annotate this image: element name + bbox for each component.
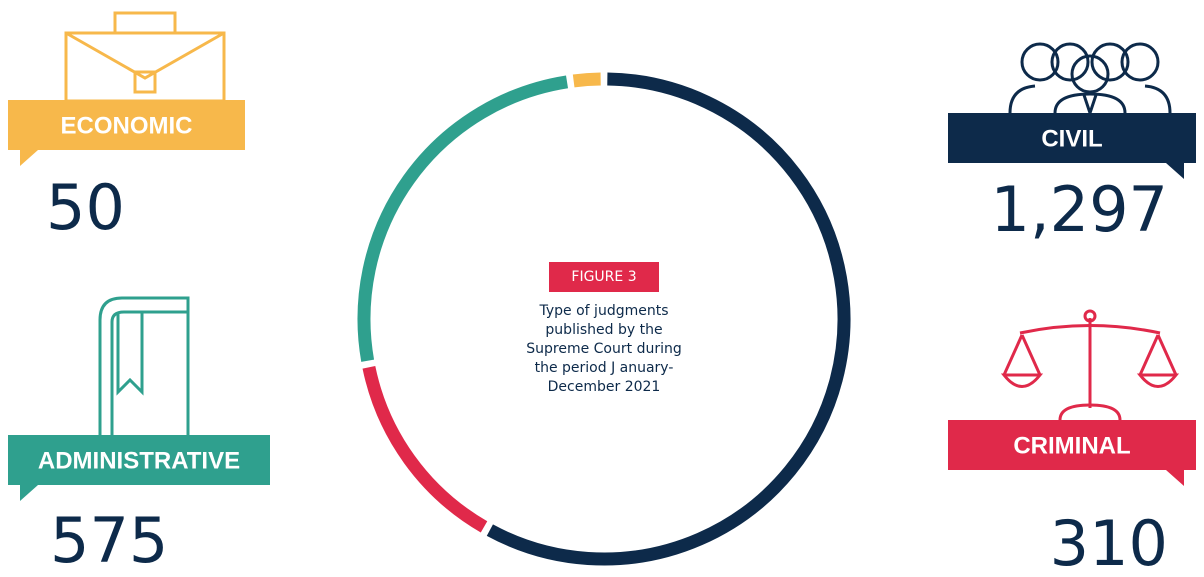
category-banner (8, 100, 245, 150)
figure-label: FIGURE 3 (549, 262, 659, 292)
scales-icon (1000, 309, 1180, 421)
category-value: 50 (46, 171, 125, 244)
donut-segment (572, 72, 601, 88)
banner-tail (1166, 470, 1184, 486)
donut-segment (486, 72, 851, 566)
banner-tail (20, 485, 38, 501)
category-label: CIVIL (1041, 125, 1102, 152)
category-label: ECONOMIC (61, 112, 193, 139)
banner-tail (1166, 163, 1184, 179)
category-banner (948, 420, 1196, 470)
banner-tail (20, 150, 38, 166)
donut-segment (362, 365, 488, 533)
category-value: 310 (1050, 507, 1168, 577)
center-text: FIGURE 3 Type of judgments published by … (474, 262, 734, 397)
donut-segment (357, 75, 569, 362)
book-icon (98, 296, 190, 436)
subtitle: Type of judgments published by the Supre… (526, 303, 682, 395)
category-value: 1,297 (991, 173, 1169, 246)
category-banner (948, 113, 1196, 163)
category-label: CRIMINAL (1013, 432, 1130, 459)
briefcase-icon (64, 11, 226, 103)
category-value: 575 (50, 504, 168, 577)
category-banner (8, 435, 270, 485)
people-icon (1008, 42, 1172, 118)
category-label: ADMINISTRATIVE (38, 447, 240, 474)
